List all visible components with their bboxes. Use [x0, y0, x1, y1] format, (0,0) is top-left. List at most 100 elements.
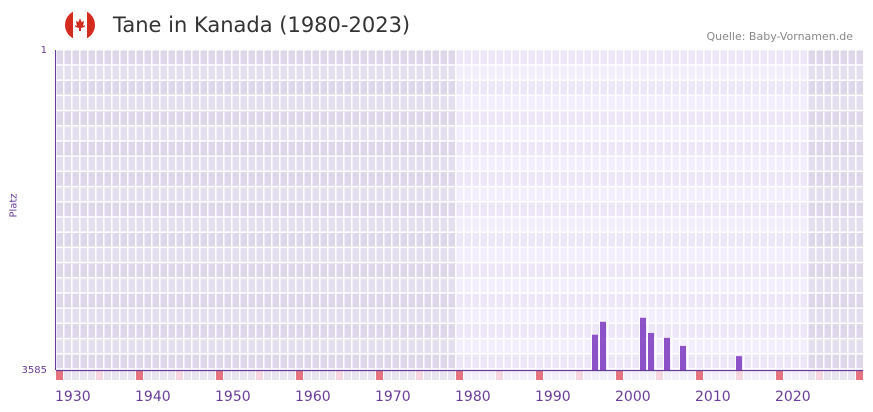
- grid-cell: [392, 293, 399, 308]
- grid-cell: [440, 217, 447, 232]
- grid-cell: [144, 371, 151, 380]
- grid-cell: [648, 50, 655, 65]
- grid-cell: [512, 263, 519, 277]
- grid-cell: [312, 172, 319, 186]
- grid-cell: [352, 172, 359, 186]
- grid-cell: [712, 111, 719, 125]
- grid-cell: [784, 263, 791, 277]
- grid-cell: [480, 371, 487, 380]
- grid-cell: [768, 263, 775, 277]
- grid-cell: [440, 263, 447, 277]
- grid-cell: [480, 156, 487, 171]
- grid-cell: [344, 293, 351, 308]
- grid-cell: [144, 111, 151, 125]
- grid-cell: [832, 248, 839, 262]
- grid-cell: [640, 141, 647, 156]
- grid-cell: [232, 50, 239, 65]
- grid-cell: [504, 293, 511, 308]
- grid-cell: [528, 248, 535, 262]
- grid-cell: [392, 156, 399, 171]
- grid-cell: [72, 187, 79, 201]
- source-link[interactable]: Quelle: Baby-Vornamen.de: [706, 30, 853, 43]
- grid-cell: [240, 96, 247, 110]
- grid-cell: [72, 172, 79, 186]
- grid-cell: [760, 96, 767, 110]
- grid-cell: [104, 232, 111, 247]
- grid-cell: [248, 156, 255, 171]
- grid-cell: [344, 126, 351, 141]
- grid-cell: [432, 111, 439, 125]
- grid-cell: [352, 96, 359, 110]
- grid-cell: [296, 278, 303, 293]
- grid-cell: [152, 50, 159, 65]
- grid-cell: [528, 65, 535, 80]
- grid-cell: [464, 126, 471, 141]
- grid-cell: [96, 141, 103, 156]
- grid-cell: [760, 263, 767, 277]
- grid-cell: [312, 217, 319, 232]
- grid-cell: [312, 126, 319, 141]
- grid-cell: [400, 50, 407, 65]
- grid-cell: [160, 293, 167, 308]
- grid-cell: [328, 96, 335, 110]
- grid-cell: [816, 126, 823, 141]
- grid-cell: [688, 293, 695, 308]
- grid-cell: [192, 371, 199, 380]
- grid-cell: [224, 65, 231, 80]
- grid-cell: [856, 308, 863, 323]
- grid-cell: [456, 248, 463, 262]
- grid-cell: [136, 278, 143, 293]
- grid-cell: [760, 308, 767, 323]
- grid-cell: [64, 354, 71, 369]
- grid-cell: [632, 126, 639, 141]
- grid-cell: [336, 232, 343, 247]
- grid-cell: [448, 111, 455, 125]
- grid-cell: [832, 111, 839, 125]
- grid-cell: [512, 339, 519, 353]
- grid-cell: [448, 339, 455, 353]
- grid-cell: [680, 308, 687, 323]
- grid-cell: [304, 324, 311, 338]
- grid-cell: [672, 80, 679, 95]
- grid-cell: [656, 202, 663, 217]
- grid-cell: [120, 217, 127, 232]
- grid-cell: [776, 65, 783, 80]
- grid-cell: [128, 293, 135, 308]
- grid-cell: [672, 126, 679, 141]
- grid-cell: [608, 202, 615, 217]
- grid-cell: [376, 50, 383, 65]
- grid-cell: [544, 354, 551, 369]
- grid-cell: [848, 248, 855, 262]
- grid-cell: [176, 232, 183, 247]
- grid-cell: [432, 202, 439, 217]
- grid-cell: [384, 65, 391, 80]
- grid-cell: [192, 308, 199, 323]
- grid-cell: [96, 248, 103, 262]
- grid-cell: [488, 202, 495, 217]
- grid-cell: [760, 111, 767, 125]
- grid-cell: [688, 172, 695, 186]
- grid-cell: [480, 126, 487, 141]
- grid-cell: [480, 354, 487, 369]
- grid-cell: [296, 50, 303, 65]
- grid-cell: [144, 217, 151, 232]
- grid-cell: [568, 126, 575, 141]
- grid-cell: [832, 324, 839, 338]
- grid-cell: [736, 80, 743, 95]
- grid-cell: [264, 126, 271, 141]
- grid-cell: [120, 263, 127, 277]
- grid-cell: [288, 141, 295, 156]
- grid-cell: [672, 202, 679, 217]
- grid-cell: [232, 339, 239, 353]
- grid-cell: [328, 172, 335, 186]
- grid-cell: [408, 263, 415, 277]
- grid-cell: [448, 80, 455, 95]
- grid-cell: [656, 339, 663, 353]
- grid-cell: [360, 126, 367, 141]
- grid-cell: [512, 232, 519, 247]
- grid-cell: [680, 126, 687, 141]
- grid-cell: [592, 96, 599, 110]
- grid-cell: [104, 96, 111, 110]
- grid-cell: [176, 248, 183, 262]
- grid-cell: [376, 217, 383, 232]
